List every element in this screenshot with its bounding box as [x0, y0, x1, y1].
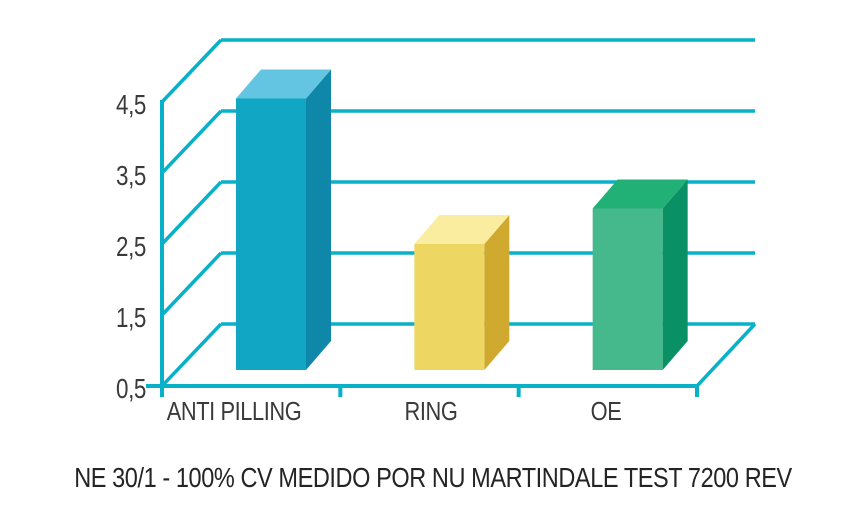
chart-caption: NE 30/1 - 100% CV MEDIDO POR NU MARTINDA…: [74, 462, 792, 493]
grid-line-riser: [160, 109, 223, 175]
bar-top-face: [414, 215, 510, 244]
bar-top-face: [236, 69, 331, 99]
bar-side-face: [484, 215, 510, 370]
bar-side-face: [662, 179, 688, 370]
bar-side-face: [306, 69, 331, 370]
bar-front-face: [592, 208, 663, 370]
bar-front-face: [414, 244, 485, 370]
grid-line-riser: [160, 251, 223, 317]
bar-oe: [592, 179, 688, 370]
grid-line-riser: [160, 322, 223, 388]
bar-anti-pilling: [236, 69, 331, 370]
floor-right-edge: [695, 322, 757, 388]
grid-line-riser: [160, 38, 223, 104]
bar-top-face: [592, 179, 688, 209]
bar-ring: [414, 215, 510, 370]
bar-front-face: [236, 98, 306, 370]
bar-chart: 4,5 3,5 2,5 1,5 0,5 ANTI PILLING RING OE: [116, 38, 757, 425]
grid-line-riser: [160, 180, 223, 246]
chart-canvas: [146, 38, 757, 397]
